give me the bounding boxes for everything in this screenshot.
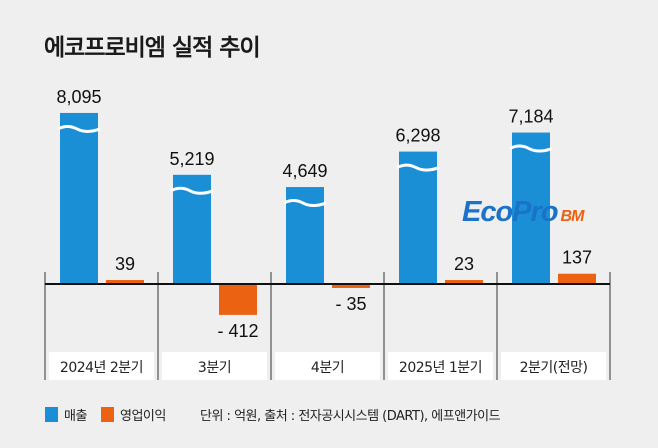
operating-profit-bar: [445, 280, 483, 284]
operating-profit-bar: [219, 284, 257, 315]
revenue-bar: [399, 151, 437, 284]
operating-profit-bar: [332, 284, 370, 288]
category-label: 2024년 2분기: [60, 360, 143, 376]
operating-profit-value-label: - 412: [217, 321, 258, 341]
revenue-value-label: 5,219: [169, 149, 214, 169]
operating-profit-bar: [106, 280, 144, 284]
revenue-bar: [512, 132, 550, 284]
operating-profit-value-label: 137: [562, 248, 592, 268]
operating-profit-value-label: 39: [115, 254, 135, 274]
legend-swatch: [45, 407, 58, 422]
axis-break-mark: [396, 163, 440, 172]
legend-label: 매출: [64, 409, 87, 424]
category-label: 2025년 1분기: [399, 360, 482, 376]
operating-profit-value-label: 23: [454, 254, 474, 274]
legend-label: 영업이익: [120, 409, 166, 424]
revenue-value-label: 8,095: [56, 87, 101, 107]
axis-break-mark: [170, 186, 214, 195]
category-label: 4분기: [311, 360, 344, 376]
axis-break-mark: [283, 199, 327, 208]
category-label: 3분기: [198, 360, 231, 376]
revenue-value-label: 4,649: [282, 161, 327, 181]
revenue-value-label: 6,298: [395, 126, 440, 146]
chart-title: 에코프로비엠 실적 추이: [44, 35, 261, 61]
category-label-box: [501, 352, 606, 380]
category-label: 2분기(전망): [520, 360, 588, 376]
category-label-box: [49, 352, 154, 380]
legend-item-revenue: 매출: [45, 405, 87, 424]
legend-swatch: [101, 407, 114, 422]
operating-profit-bar: [558, 273, 596, 284]
legend-item-operating-profit: 영업이익: [101, 405, 166, 424]
axis-break-mark: [509, 144, 553, 153]
category-label-box: [162, 352, 267, 380]
axis-break-mark: [57, 124, 101, 133]
source-note: 단위 : 억원, 출처 : 전자공시시스템 (DART), 에프앤가이드: [200, 409, 501, 424]
operating-profit-value-label: - 35: [335, 294, 366, 314]
revenue-value-label: 7,184: [508, 107, 553, 127]
revenue-bar: [60, 112, 98, 285]
ecopro-bm-logo: EcoPro BM: [462, 196, 584, 228]
category-label-box: [388, 352, 493, 380]
category-label-box: [275, 352, 380, 380]
